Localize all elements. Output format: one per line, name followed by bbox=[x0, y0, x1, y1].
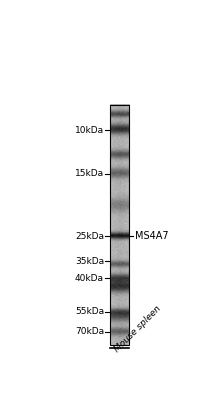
Text: 25kDa: 25kDa bbox=[75, 232, 104, 241]
Text: 10kDa: 10kDa bbox=[75, 126, 104, 135]
Text: 40kDa: 40kDa bbox=[75, 274, 104, 283]
Text: Mouse spleen: Mouse spleen bbox=[112, 304, 162, 354]
Text: MS4A7: MS4A7 bbox=[135, 231, 169, 241]
Text: 70kDa: 70kDa bbox=[75, 328, 104, 336]
Text: 35kDa: 35kDa bbox=[75, 257, 104, 266]
Text: 55kDa: 55kDa bbox=[75, 307, 104, 316]
Bar bbox=[109, 105, 129, 345]
Text: 15kDa: 15kDa bbox=[75, 170, 104, 178]
